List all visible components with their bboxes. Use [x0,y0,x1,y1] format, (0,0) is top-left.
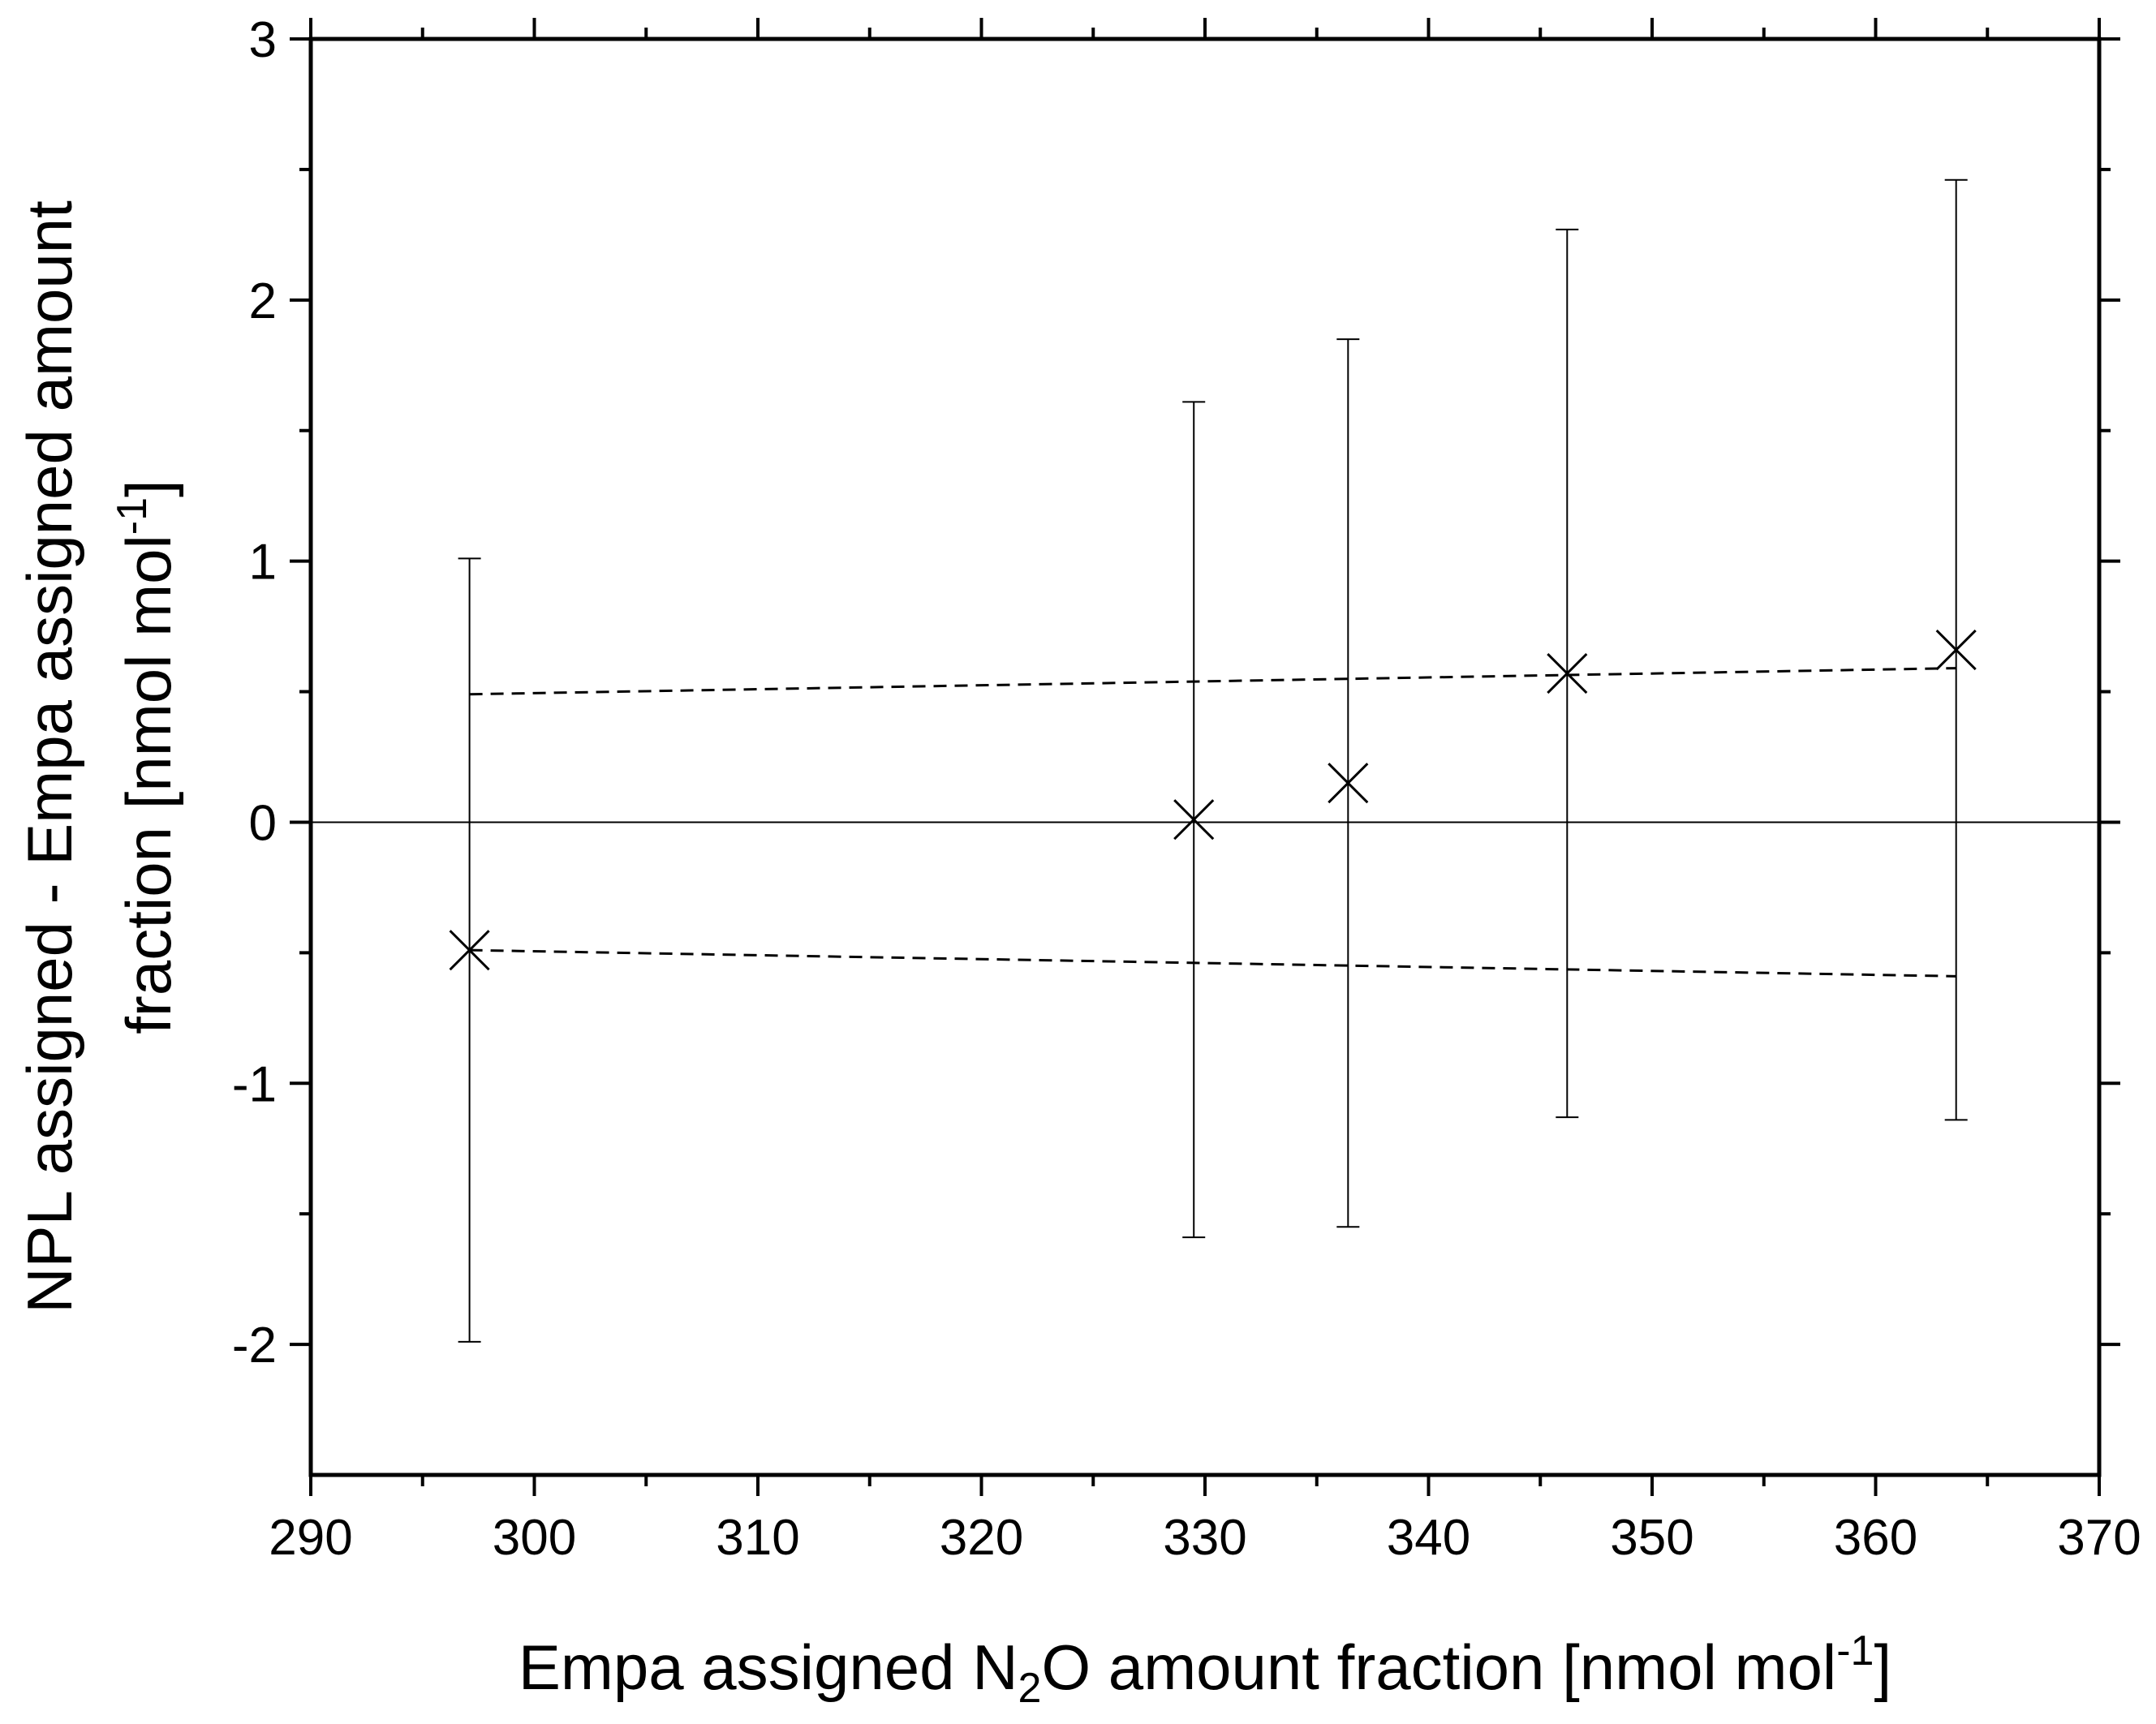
data-point-stroke-b [449,930,490,971]
data-point [1173,799,1215,841]
y-axis-title-line1: NPL assigned - Empa assigned amount [14,200,85,1313]
x-tick-label: 350 [1610,1510,1693,1566]
y-tick-label: 0 [249,795,277,851]
y-tick-label: -2 [232,1318,277,1374]
axes: 290 300 310 320 330 340 350 360 370 -2 -1 0 1 2 3 [232,12,2141,1566]
data-point-stroke-b [1935,629,1977,671]
bound-line-upper [469,667,1956,696]
data-point-stroke-b [1328,763,1369,804]
x-axis-title-part: -1 [1836,1627,1874,1675]
plot-area [311,178,2099,1343]
x-tick-label: 320 [940,1510,1023,1566]
x-axis-title-part: O amount fraction [nmol mol [1041,1632,1836,1703]
y-axis-title-line2-part: -1 [109,497,156,535]
y-tick-label: -1 [232,1056,277,1112]
data-point [1328,763,1369,804]
x-tick-label: 310 [716,1510,799,1566]
bound-line-lower [469,948,1956,978]
y-axis-title-line2-part: fraction [nmol mol [113,535,184,1034]
y-axis-title-line2: fraction [nmol mol-1] [109,479,184,1034]
x-tick-label: 370 [2057,1510,2141,1566]
y-tick-label: 2 [249,273,277,329]
x-tick-label: 290 [269,1510,352,1566]
x-axis-title-part: Empa assigned N [519,1632,1018,1703]
y-tick-label: 3 [249,12,277,68]
y-axis-title-line2-part: ] [113,479,184,497]
y-tick-label: 1 [249,535,277,591]
x-tick-label: 340 [1387,1510,1470,1566]
x-tick-label: 330 [1163,1510,1246,1566]
data-point [449,930,490,971]
x-axis-title-part: ] [1874,1632,1891,1703]
data-point-stroke-b [1547,652,1588,694]
x-tick-label: 300 [493,1510,576,1566]
data-point-stroke-b [1173,799,1215,841]
x-tick-label: 360 [1834,1510,1917,1566]
x-axis-title-part: 2 [1018,1665,1042,1712]
data-point [1935,629,1977,671]
x-axis-title: Empa assigned N2O amount fraction [nmol … [519,1627,1891,1712]
plot-frame [308,37,2102,1477]
data-point [1547,652,1588,694]
